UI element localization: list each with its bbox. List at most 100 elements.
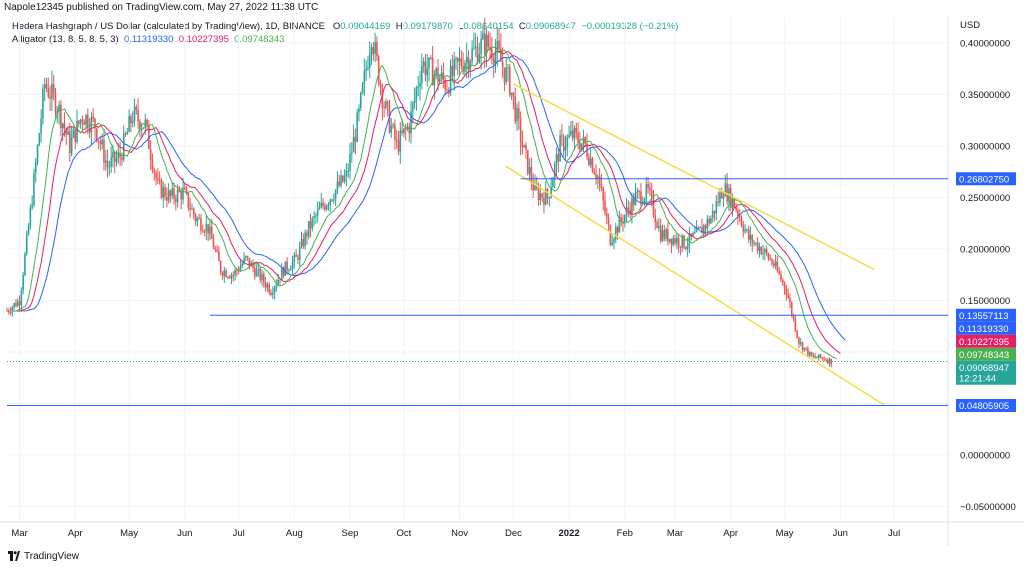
candle-body xyxy=(453,59,455,76)
candle-body xyxy=(38,133,41,146)
candle-body xyxy=(155,172,157,179)
level-price-tag xyxy=(956,308,1016,322)
candle-body xyxy=(532,181,534,191)
price-tick-label: 0.00000000 xyxy=(960,451,1010,462)
candle-body xyxy=(254,268,256,277)
candle-body xyxy=(333,199,335,201)
time-tick-label: Jun xyxy=(833,528,848,539)
candle-body xyxy=(223,270,226,276)
candle-body xyxy=(702,225,705,234)
price-tick-label: 0.15000000 xyxy=(960,296,1010,307)
candle-body xyxy=(115,157,118,162)
candle-body xyxy=(246,256,249,258)
candle-body xyxy=(428,57,430,69)
candle-body xyxy=(63,123,66,130)
candle-body xyxy=(85,114,87,125)
candle-body xyxy=(31,204,33,208)
candle-body xyxy=(442,72,445,80)
candle-body xyxy=(166,197,168,201)
candle-body xyxy=(769,258,772,260)
candle-body xyxy=(29,207,32,227)
candle-body xyxy=(760,247,763,255)
candle-body xyxy=(482,33,484,39)
lips-value: 0.09748343 xyxy=(234,34,285,45)
change-value: −0.00019328 (−0.21%) xyxy=(581,21,679,32)
candle-body xyxy=(471,48,473,62)
price-axis-tag-text: 0.11319330 xyxy=(959,324,1009,335)
candle-body xyxy=(774,261,777,266)
candle-body xyxy=(313,216,315,219)
candle-body xyxy=(647,184,649,188)
candle-body xyxy=(600,183,603,189)
candle-body xyxy=(65,129,68,135)
candle-body xyxy=(645,184,648,199)
candle-body xyxy=(431,57,434,86)
candle-body xyxy=(598,176,601,184)
candle-body xyxy=(792,314,795,319)
candle-body xyxy=(15,303,17,307)
candle-body xyxy=(435,68,437,75)
candle-body xyxy=(677,237,680,247)
candle-body xyxy=(654,215,657,223)
candle-body xyxy=(390,126,393,133)
candle-body xyxy=(469,61,472,70)
candle-body xyxy=(636,191,639,193)
price-tick-label: −0.05000000 xyxy=(960,502,1016,513)
price-chart[interactable]: 0.40000000 0.35000000 0.30000000 0.25000000… xyxy=(0,16,1024,546)
candle-body xyxy=(219,261,222,273)
candle-body xyxy=(196,218,199,222)
candle-body xyxy=(650,190,653,197)
candle-body xyxy=(205,224,208,232)
candle-body xyxy=(620,216,622,222)
candle-body xyxy=(826,360,829,364)
candle-body xyxy=(158,179,161,181)
candle-body xyxy=(289,269,292,271)
candle-body xyxy=(403,128,405,134)
candle-body xyxy=(663,230,666,239)
candle-body xyxy=(298,246,301,260)
candle-body xyxy=(207,224,209,234)
candle-body xyxy=(519,118,522,143)
candle-body xyxy=(261,274,263,281)
candle-body xyxy=(821,357,824,359)
candle-body xyxy=(94,118,96,129)
price-axis-tag xyxy=(956,321,1016,335)
candle-body xyxy=(588,157,590,165)
candle-body xyxy=(142,127,145,129)
candle-body xyxy=(790,302,793,315)
candle-body xyxy=(421,66,423,83)
candle-body xyxy=(474,46,477,48)
level-price-tag xyxy=(956,398,1016,412)
candle-body xyxy=(521,142,524,148)
candle-body xyxy=(455,58,457,60)
candle-body xyxy=(40,118,42,134)
candle-body xyxy=(185,189,188,193)
symbol-label[interactable]: Hedera Hashgraph / US Dollar (calculated… xyxy=(12,21,325,32)
candle-body xyxy=(747,229,750,240)
candle-body xyxy=(128,116,130,132)
candle-body xyxy=(108,166,111,168)
level-price-text: 0.04805905 xyxy=(959,401,1009,412)
candle-body xyxy=(331,199,333,201)
currency-label: USD xyxy=(960,20,981,31)
candle-body xyxy=(374,41,376,54)
candle-body xyxy=(686,245,689,249)
candle-body xyxy=(259,268,262,281)
high-label: H xyxy=(395,21,403,32)
indicator-name[interactable]: Alligator (13, 8, 5, 8, 5, 3) xyxy=(12,34,119,45)
candle-body xyxy=(356,112,358,142)
chart-legend: Hedera Hashgraph / US Dollar (calculated… xyxy=(12,20,678,46)
candle-body xyxy=(286,261,288,271)
candle-body xyxy=(812,355,815,357)
candle-body xyxy=(248,257,251,267)
candle-body xyxy=(343,176,346,182)
candle-body xyxy=(570,130,572,135)
candle-body xyxy=(284,261,287,276)
candle-body xyxy=(334,189,337,200)
candle-body xyxy=(361,83,364,93)
candle-body xyxy=(112,151,114,158)
candle-body xyxy=(699,226,701,229)
candle-body xyxy=(126,131,129,135)
candle-body xyxy=(376,41,378,57)
candle-body xyxy=(796,330,798,338)
